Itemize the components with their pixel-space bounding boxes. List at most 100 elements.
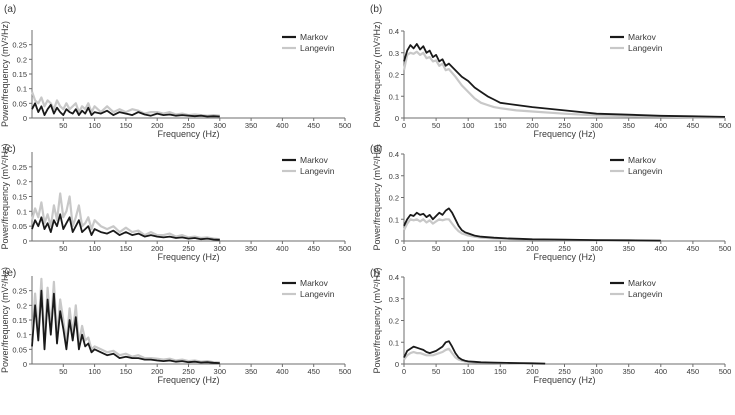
x-tick-label: 250 (558, 244, 571, 253)
x-axis-label: Frequency (Hz) (533, 252, 595, 262)
x-tick-label: 400 (276, 367, 289, 376)
series-line-langevin (402, 50, 726, 119)
series-line-markov (31, 213, 220, 241)
x-tick-label: 300 (590, 367, 603, 376)
y-tick-label: 0.2 (17, 301, 27, 310)
x-tick-label: 450 (687, 121, 700, 130)
x-tick-label: 350 (622, 367, 635, 376)
x-axis-label: Frequency (Hz) (157, 375, 219, 385)
y-tick-label: 0 (395, 114, 399, 123)
y-tick-label: 0 (23, 114, 27, 123)
y-tick-label: 0.2 (389, 317, 399, 326)
y-tick-label: 0.15 (12, 316, 27, 325)
x-tick-label: 200 (151, 367, 164, 376)
x-tick-label: 450 (687, 244, 700, 253)
panel-label: (c) (4, 144, 16, 155)
y-tick-label: 0.4 (389, 150, 399, 159)
x-tick-label: 50 (432, 367, 440, 376)
y-tick-label: 0.4 (389, 27, 399, 36)
x-tick-label: 500 (719, 244, 732, 253)
y-tick-label: 0.1 (389, 215, 399, 224)
y-tick-label: 0.3 (389, 172, 399, 181)
y-tick-label: 0.25 (12, 287, 27, 296)
x-tick-label: 200 (526, 244, 539, 253)
legend-label-markov: Markov (300, 32, 329, 42)
x-tick-label: 50 (59, 367, 67, 376)
y-tick-label: 0.05 (12, 345, 27, 354)
x-tick-label: 150 (120, 121, 133, 130)
series-line-langevin (30, 277, 220, 364)
panel-d: (d) 0 0.1 0.2 0.3 0.4 0 50 100 150 200 250 300 350 400… (370, 144, 731, 262)
x-tick-label: 250 (182, 244, 195, 253)
x-tick-label: 450 (307, 367, 320, 376)
panel-label: (d) (370, 144, 382, 155)
y-axis-label: Power/frequency (mV²/Hz) (372, 21, 382, 127)
legend-label-markov: Markov (628, 155, 657, 165)
y-tick-label: 0.25 (12, 41, 27, 50)
x-axis-label: Frequency (Hz) (157, 252, 219, 262)
series-line-langevin (403, 218, 661, 242)
x-axis-label: Frequency (Hz) (533, 375, 595, 385)
x-tick-label: 350 (622, 244, 635, 253)
panel-label: (f) (370, 268, 379, 279)
x-tick-label: 100 (88, 121, 101, 130)
y-axis-label: Power/frequency (mV²/Hz) (0, 143, 10, 249)
legend-label-markov: Markov (628, 278, 657, 288)
x-tick-label: 150 (120, 244, 133, 253)
y-tick-label: 0 (395, 360, 399, 369)
panel-a: (a) 0 0.05 0.1 0.15 0.2 0.25 50 100 150 200 250 300 3… (0, 4, 351, 139)
y-tick-label: 0.25 (12, 163, 27, 172)
legend-label-langevin: Langevin (628, 289, 663, 299)
series-line-markov (403, 43, 726, 118)
x-tick-label: 500 (339, 121, 352, 130)
x-tick-label: 500 (719, 367, 732, 376)
x-tick-label: 250 (182, 367, 195, 376)
y-tick-label: 0.2 (389, 71, 399, 80)
x-tick-label: 150 (494, 367, 507, 376)
x-tick-label: 300 (590, 121, 603, 130)
x-tick-label: 250 (182, 121, 195, 130)
x-tick-label: 250 (558, 367, 571, 376)
x-tick-label: 200 (526, 121, 539, 130)
panel-e: (e) 0 0.05 0.1 0.15 0.2 0.25 50 100 150 200 250 300 3… (0, 267, 351, 385)
x-tick-label: 450 (307, 121, 320, 130)
x-tick-label: 300 (214, 367, 227, 376)
x-tick-label: 350 (245, 121, 258, 130)
series-line-markov (403, 207, 661, 242)
x-tick-label: 100 (462, 367, 475, 376)
y-tick-label: 0.05 (12, 99, 27, 108)
legend-label-markov: Markov (300, 155, 329, 165)
y-tick-label: 0 (23, 360, 27, 369)
series-line-langevin (30, 192, 220, 241)
x-tick-label: 500 (719, 121, 732, 130)
x-tick-label: 400 (655, 244, 668, 253)
x-tick-label: 150 (120, 367, 133, 376)
x-tick-label: 50 (59, 244, 67, 253)
x-tick-label: 0 (402, 121, 406, 130)
y-tick-label: 0.4 (389, 273, 399, 282)
legend-label-langevin: Langevin (628, 43, 663, 53)
y-tick-label: 0 (395, 237, 399, 246)
y-tick-label: 0.1 (17, 85, 27, 94)
x-tick-label: 200 (151, 244, 164, 253)
panel-f: (f) 0 0.1 0.2 0.3 0.4 0 50 100 150 200 250 300 350 400… (370, 267, 731, 385)
panel-label: (a) (4, 4, 16, 15)
x-axis-label: Frequency (Hz) (533, 129, 595, 139)
x-tick-label: 0 (402, 367, 406, 376)
y-tick-label: 0.3 (389, 49, 399, 58)
y-tick-label: 0.3 (389, 295, 399, 304)
y-tick-label: 0.2 (17, 178, 27, 187)
x-tick-label: 150 (494, 244, 507, 253)
x-tick-label: 100 (88, 367, 101, 376)
series-line-markov (403, 340, 546, 365)
legend-label-langevin: Langevin (300, 43, 335, 53)
x-tick-label: 450 (307, 244, 320, 253)
series-line-markov (31, 289, 220, 364)
x-tick-label: 250 (558, 121, 571, 130)
legend-label-langevin: Langevin (300, 166, 335, 176)
x-tick-label: 350 (245, 367, 258, 376)
panel-label: (b) (370, 4, 382, 15)
x-tick-label: 500 (339, 367, 352, 376)
y-axis-label: Power/frequency (mV²/Hz) (372, 267, 382, 373)
